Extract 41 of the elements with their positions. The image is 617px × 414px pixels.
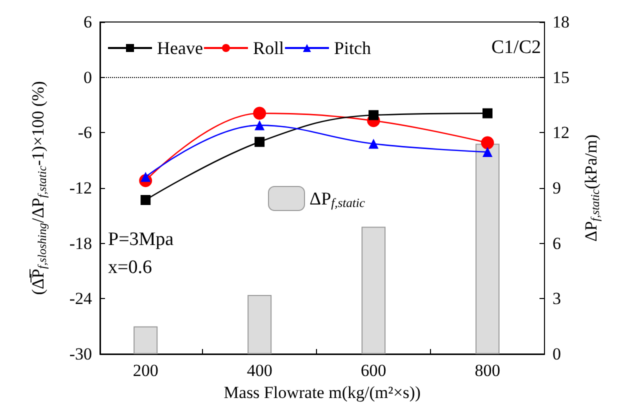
bar [134, 326, 158, 354]
point [482, 108, 493, 118]
y2-tick-label: 15 [552, 68, 570, 87]
y-tick-label: 0 [84, 68, 92, 87]
bar [362, 226, 386, 354]
y2-tick-label: 12 [552, 123, 570, 142]
y-tick-label: -30 [69, 344, 92, 364]
annotation: P=3Mpa [108, 229, 174, 250]
y2-tick-label: 3 [552, 289, 561, 308]
y-tick-label: -18 [69, 234, 92, 253]
y2-tick-label: 18 [552, 12, 570, 32]
point [140, 194, 151, 205]
y2-tick-label: 6 [552, 234, 561, 253]
legend-label: Heave [157, 38, 203, 58]
point [253, 106, 266, 120]
y2-axis-title: ΔPf,static(kPa/m) [581, 134, 602, 242]
annotation: x=0.6 [108, 257, 152, 278]
point [368, 138, 379, 149]
point [254, 120, 265, 130]
point [481, 136, 494, 150]
point [140, 172, 151, 182]
point [482, 147, 493, 158]
y-tick-label: 6 [84, 12, 92, 32]
x-tick-label: 400 [246, 361, 272, 380]
x-axis-title: Mass Flowrate m(kg/(m²×s)) [224, 383, 421, 402]
x-tick-label: 600 [360, 361, 386, 380]
annotation: C1/C2 [491, 37, 541, 58]
legend-label: Roll [252, 38, 284, 58]
x-tick-label: 200 [132, 361, 158, 380]
point [368, 110, 379, 120]
y-axis-title: (Δ̅P̅f,sloshing/ΔPf,static-1)×100 (%) [28, 81, 49, 295]
legend-label: Pitch [334, 38, 371, 58]
bar [248, 294, 272, 354]
point [254, 136, 265, 147]
y-tick-label: -24 [69, 289, 92, 308]
x-tick-label: 800 [474, 361, 500, 380]
y-tick-label: -6 [78, 123, 92, 142]
y-tick-label: -12 [69, 178, 92, 198]
y2-tick-label: 0 [552, 344, 561, 364]
bar [476, 144, 500, 354]
y2-tick-label: 9 [552, 178, 561, 198]
